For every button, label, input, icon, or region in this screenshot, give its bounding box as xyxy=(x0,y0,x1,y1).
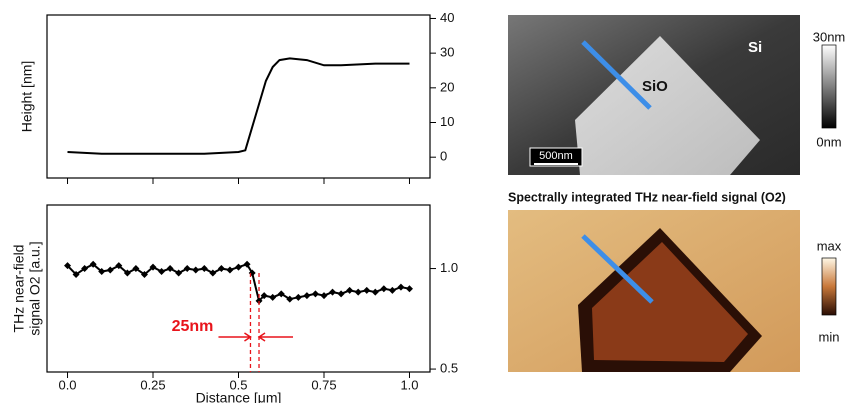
image-title: Spectrally integrated THz near-field sig… xyxy=(508,190,786,204)
data-point xyxy=(218,265,225,272)
data-point xyxy=(338,290,345,297)
annotation-arrow xyxy=(259,333,293,341)
data-point xyxy=(184,265,191,272)
thz-image xyxy=(508,210,836,372)
data-point xyxy=(397,284,404,291)
annotation-text: 25nm xyxy=(172,318,214,335)
data-point xyxy=(312,290,319,297)
label-sio: SiO xyxy=(642,78,668,95)
annotation-arrow xyxy=(218,333,250,341)
data-point xyxy=(389,287,396,294)
data-point xyxy=(226,267,233,274)
data-point xyxy=(235,264,242,271)
x-tick-label: 0.0 xyxy=(58,377,76,392)
data-line xyxy=(68,58,410,153)
cbar-min: min xyxy=(819,329,840,344)
data-point xyxy=(175,269,182,276)
data-point xyxy=(295,294,302,301)
data-point xyxy=(269,294,276,301)
y-axis-label: Height [nm] xyxy=(19,61,35,133)
data-point xyxy=(303,292,310,299)
scale-bar: 500nm xyxy=(539,150,573,162)
data-point xyxy=(380,285,387,292)
y-axis-label: THz near-field xyxy=(11,245,27,333)
y-tick-label: 0 xyxy=(440,149,447,164)
y-axis-label: signal O2 [a.u.] xyxy=(27,241,43,335)
x-tick-label: 0.25 xyxy=(140,377,165,392)
data-point xyxy=(320,292,327,299)
y-tick-label: 0.5 xyxy=(440,361,458,376)
data-point xyxy=(209,269,216,276)
data-point xyxy=(107,267,114,274)
x-axis-label: Distance [μm] xyxy=(196,390,282,403)
data-point xyxy=(201,265,208,272)
data-point xyxy=(372,289,379,296)
data-point xyxy=(355,289,362,296)
figure: Si SiO 500nm 30nm 0nm Spectrally integra… xyxy=(0,0,864,403)
y-tick-label: 30 xyxy=(440,45,454,60)
data-point xyxy=(329,289,336,296)
cbar-min: 0nm xyxy=(816,134,841,149)
y-tick-label: 10 xyxy=(440,114,454,129)
y-tick-label: 1.0 xyxy=(440,260,458,275)
data-point xyxy=(192,267,199,274)
data-point xyxy=(167,265,174,272)
data-point xyxy=(158,268,165,275)
cbar-max: max xyxy=(817,238,842,253)
x-tick-label: 1.0 xyxy=(400,377,418,392)
data-point xyxy=(406,285,413,292)
label-si: Si xyxy=(748,39,762,56)
y-tick-label: 20 xyxy=(440,79,454,94)
data-point xyxy=(363,287,370,294)
data-point xyxy=(346,287,353,294)
cbar-max: 30nm xyxy=(813,29,846,44)
plot-frame xyxy=(47,205,430,372)
y-tick-label: 40 xyxy=(440,10,454,25)
x-tick-label: 0.75 xyxy=(311,377,336,392)
